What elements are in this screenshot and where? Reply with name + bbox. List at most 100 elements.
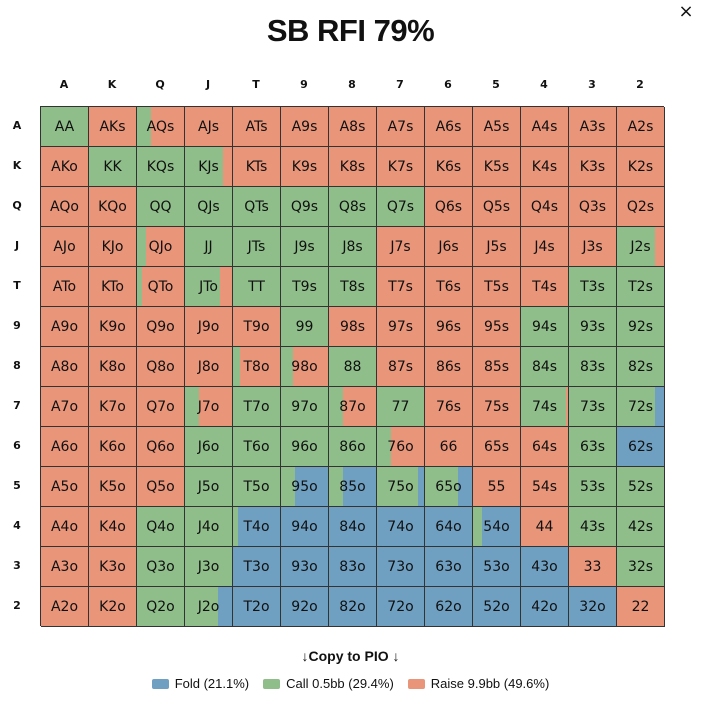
hand-cell[interactable]: 82s [617,347,665,387]
hand-cell[interactable]: Q4s [521,187,569,227]
hand-cell[interactable]: 54s [521,467,569,507]
hand-cell[interactable]: J5s [473,227,521,267]
hand-cell[interactable]: TT [233,267,281,307]
hand-cell[interactable]: 53o [473,547,521,587]
hand-cell[interactable]: 76s [425,387,473,427]
hand-cell[interactable]: Q4o [137,507,185,547]
hand-cell[interactable]: A9o [41,307,89,347]
hand-cell[interactable]: 76o [377,427,425,467]
hand-cell[interactable]: 94o [281,507,329,547]
hand-cell[interactable]: ATo [41,267,89,307]
hand-cell[interactable]: AKs [89,107,137,147]
hand-cell[interactable]: K7s [377,147,425,187]
hand-cell[interactable]: J7o [185,387,233,427]
hand-cell[interactable]: 62o [425,587,473,627]
hand-cell[interactable]: 63s [569,427,617,467]
hand-cell[interactable]: KTo [89,267,137,307]
hand-cell[interactable]: 44 [521,507,569,547]
hand-cell[interactable]: K8o [89,347,137,387]
hand-cell[interactable]: 54o [473,507,521,547]
hand-cell[interactable]: K9o [89,307,137,347]
close-icon[interactable]: × [678,1,694,22]
hand-cell[interactable]: 86o [329,427,377,467]
hand-cell[interactable]: T6s [425,267,473,307]
hand-cell[interactable]: KJo [89,227,137,267]
hand-cell[interactable]: Q2s [617,187,665,227]
hand-cell[interactable]: 74s [521,387,569,427]
hand-cell[interactable]: A3s [569,107,617,147]
hand-cell[interactable]: A2s [617,107,665,147]
hand-cell[interactable]: 72o [377,587,425,627]
hand-cell[interactable]: K6s [425,147,473,187]
hand-cell[interactable]: 97o [281,387,329,427]
hand-cell[interactable]: Q5o [137,467,185,507]
hand-cell[interactable]: Q6s [425,187,473,227]
hand-cell[interactable]: QJo [137,227,185,267]
hand-cell[interactable]: 84o [329,507,377,547]
hand-cell[interactable]: K8s [329,147,377,187]
hand-cell[interactable]: A2o [41,587,89,627]
hand-cell[interactable]: QJs [185,187,233,227]
hand-cell[interactable]: J4s [521,227,569,267]
hand-cell[interactable]: Q8s [329,187,377,227]
hand-cell[interactable]: AJo [41,227,89,267]
hand-cell[interactable]: J6s [425,227,473,267]
hand-cell[interactable]: T7s [377,267,425,307]
hand-cell[interactable]: 96o [281,427,329,467]
hand-cell[interactable]: 43o [521,547,569,587]
hand-cell[interactable]: K9s [281,147,329,187]
hand-cell[interactable]: K5o [89,467,137,507]
hand-cell[interactable]: T7o [233,387,281,427]
hand-cell[interactable]: K4o [89,507,137,547]
hand-cell[interactable]: Q5s [473,187,521,227]
hand-cell[interactable]: 95o [281,467,329,507]
hand-cell[interactable]: J3s [569,227,617,267]
hand-cell[interactable]: AA [41,107,89,147]
copy-to-pio-button[interactable]: ↓Copy to PIO ↓ [0,648,701,664]
hand-cell[interactable]: T9o [233,307,281,347]
hand-cell[interactable]: 52o [473,587,521,627]
hand-cell[interactable]: Q9s [281,187,329,227]
hand-cell[interactable]: Q7s [377,187,425,227]
hand-cell[interactable]: 93s [569,307,617,347]
hand-cell[interactable]: KQs [137,147,185,187]
hand-cell[interactable]: 87s [377,347,425,387]
hand-cell[interactable]: A7o [41,387,89,427]
hand-cell[interactable]: 65s [473,427,521,467]
hand-cell[interactable]: 33 [569,547,617,587]
hand-cell[interactable]: A6s [425,107,473,147]
hand-cell[interactable]: J8s [329,227,377,267]
hand-cell[interactable]: 32o [569,587,617,627]
hand-cell[interactable]: 63o [425,547,473,587]
hand-cell[interactable]: J3o [185,547,233,587]
hand-cell[interactable]: 73o [377,547,425,587]
hand-cell[interactable]: AQs [137,107,185,147]
hand-cell[interactable]: QTs [233,187,281,227]
hand-cell[interactable]: 75s [473,387,521,427]
hand-cell[interactable]: T3o [233,547,281,587]
hand-cell[interactable]: J4o [185,507,233,547]
hand-cell[interactable]: Q9o [137,307,185,347]
hand-cell[interactable]: 64s [521,427,569,467]
hand-cell[interactable]: 53s [569,467,617,507]
hand-cell[interactable]: 42o [521,587,569,627]
hand-cell[interactable]: 72s [617,387,665,427]
hand-cell[interactable]: QQ [137,187,185,227]
hand-cell[interactable]: T3s [569,267,617,307]
hand-cell[interactable]: T4o [233,507,281,547]
hand-cell[interactable]: 66 [425,427,473,467]
hand-cell[interactable]: T9s [281,267,329,307]
hand-cell[interactable]: T2o [233,587,281,627]
hand-cell[interactable]: K4s [521,147,569,187]
hand-cell[interactable]: 92s [617,307,665,347]
hand-cell[interactable]: J8o [185,347,233,387]
hand-cell[interactable]: KK [89,147,137,187]
hand-cell[interactable]: 42s [617,507,665,547]
hand-cell[interactable]: 86s [425,347,473,387]
hand-cell[interactable]: 85o [329,467,377,507]
hand-cell[interactable]: J7s [377,227,425,267]
hand-cell[interactable]: 93o [281,547,329,587]
hand-cell[interactable]: K3o [89,547,137,587]
hand-cell[interactable]: K5s [473,147,521,187]
hand-cell[interactable]: K2o [89,587,137,627]
